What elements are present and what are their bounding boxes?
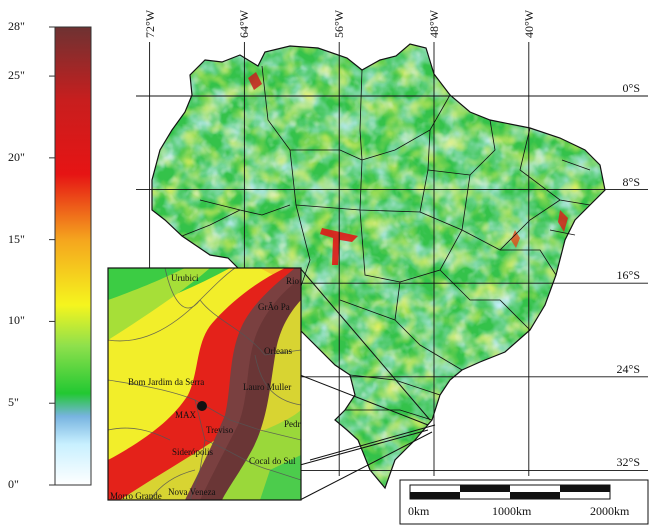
- colorbar-tick-label: 15": [8, 231, 25, 246]
- parallel-label: 16°S: [616, 268, 640, 283]
- parallel-label: 8°S: [622, 174, 640, 189]
- max-marker: [197, 401, 207, 411]
- colorbar-tick-label: 10": [8, 313, 25, 328]
- scale-label-2000: 2000km: [590, 504, 630, 518]
- meridian-label: 40°W: [521, 9, 536, 38]
- meridian-label: 56°W: [332, 9, 347, 38]
- colorbar-tick-label: 20": [8, 149, 25, 164]
- scale-label-1000: 1000km: [492, 504, 532, 518]
- city-label: Morro Grande: [110, 491, 162, 501]
- city-label: MAX: [175, 410, 197, 420]
- meridian-label: 72°W: [142, 9, 157, 38]
- zoom-connectors: [299, 267, 436, 501]
- parallel-label: 32°S: [616, 455, 640, 470]
- parallel-label: 24°S: [616, 361, 640, 376]
- scale-label-0: 0km: [408, 504, 430, 518]
- state-borders: [151, 43, 606, 490]
- city-label: Rio: [286, 276, 300, 286]
- city-label: Nova Veneza: [168, 487, 216, 497]
- parallel-label: 0°S: [622, 81, 640, 95]
- city-label: Treviso: [206, 425, 234, 435]
- city-label: GrÃo Pa: [258, 302, 290, 312]
- colorbar-tick-label: 25": [8, 68, 25, 83]
- meridian-label: 48°W: [427, 9, 441, 38]
- city-label: Siderópolis: [172, 447, 214, 457]
- colorbar-tick-label: 0": [8, 477, 19, 491]
- colorbar-gradient: [54, 26, 92, 486]
- graticule: [136, 42, 648, 476]
- inset-frame: [107, 267, 302, 501]
- city-label: Bom Jardim da Serra: [128, 377, 205, 387]
- scale-bar: [399, 479, 649, 525]
- colorbar-tick-label: 5": [8, 395, 19, 410]
- city-label: Cocal do Sul: [249, 456, 296, 466]
- inset-map: [108, 268, 301, 500]
- city-label: Urubici: [171, 273, 199, 283]
- colorbar-tick-label: 28": [8, 19, 25, 33]
- city-label: Lauro Muller: [243, 382, 292, 392]
- meridian-label: 64°W: [237, 9, 252, 38]
- city-label: Pedr: [284, 419, 301, 429]
- city-label: Orleans: [264, 346, 292, 356]
